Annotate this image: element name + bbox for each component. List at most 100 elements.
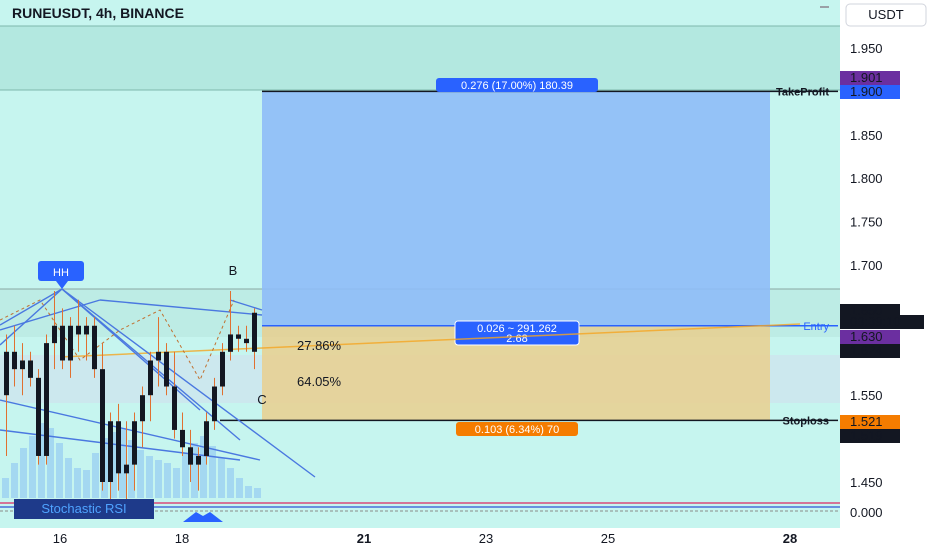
candle-body-8 xyxy=(68,325,73,361)
volume-bar-12 xyxy=(110,432,117,498)
price-tag-text-0: 1.901 xyxy=(850,70,883,85)
stop-info-text: 0.103 (6.34%) 70 xyxy=(475,424,559,436)
entry-label: Entry xyxy=(803,321,829,333)
trendline-0[interactable] xyxy=(61,288,316,478)
volume-bar-7 xyxy=(65,458,72,498)
trendline-9[interactable] xyxy=(99,299,263,316)
b-label: B xyxy=(229,263,238,278)
candle-body-23 xyxy=(188,447,193,465)
volume-bar-23 xyxy=(209,446,216,498)
chart-title: RUNEUSDT, 4h, BINANCE xyxy=(12,5,184,21)
candle-layer xyxy=(4,291,257,500)
indicator-label-box[interactable] xyxy=(14,499,154,519)
volume-bar-8 xyxy=(74,468,81,498)
y-tick-label-5: 1.550 xyxy=(850,388,883,403)
candle-body-21 xyxy=(172,386,177,430)
candle-body-31 xyxy=(252,312,257,352)
take-profit-label: TakeProfit xyxy=(776,86,829,98)
price-tag-text-2: 1.650 xyxy=(850,303,883,318)
volume-bar-5 xyxy=(47,428,54,498)
y-tick-label-1: 1.850 xyxy=(850,128,883,143)
price-tag-text-1: 1.900 xyxy=(850,84,883,99)
zigzag-dashed[interactable] xyxy=(0,299,235,382)
upper-range-zone xyxy=(0,26,840,90)
candle-body-10 xyxy=(84,325,89,335)
price-tag-1 xyxy=(840,85,900,99)
y-tick-label-3: 1.750 xyxy=(850,215,883,230)
ratio-info-text-1: 0.026 ~ 291.262 xyxy=(477,323,557,335)
candle-body-26 xyxy=(212,386,217,422)
fib-lower-label: 64.05% xyxy=(297,374,342,389)
volume-bar-26 xyxy=(236,478,243,498)
trendline-8[interactable] xyxy=(229,299,263,311)
minimize-icon[interactable] xyxy=(820,6,829,8)
candle-body-5 xyxy=(44,343,49,456)
candle-body-30 xyxy=(244,338,249,344)
annotation-layer: HH B C 27.86% 64.05% xyxy=(38,261,342,407)
volume-bar-28 xyxy=(254,488,261,498)
volume-bar-14 xyxy=(128,440,135,498)
candle-body-15 xyxy=(124,464,129,474)
trendline-3[interactable] xyxy=(0,288,63,326)
time-axis xyxy=(0,528,840,550)
price-tag-0 xyxy=(840,71,900,85)
ratio-info-text-2: 2.68 xyxy=(506,333,527,345)
fib-upper-label: 27.86% xyxy=(297,338,342,353)
x-tick-label-3: 23 xyxy=(479,531,493,546)
candle-body-6 xyxy=(52,325,57,344)
indicator-collapse-icon[interactable] xyxy=(183,512,223,522)
candle-body-0 xyxy=(4,351,9,396)
hh-pointer xyxy=(56,281,68,289)
volume-layer xyxy=(2,423,261,498)
volume-bar-2 xyxy=(20,448,27,498)
candle-body-12 xyxy=(100,369,105,482)
volume-bar-10 xyxy=(92,453,99,498)
price-tag-text-5: 1.624 xyxy=(850,343,883,358)
candle-body-27 xyxy=(220,351,225,387)
target-info-pill[interactable] xyxy=(436,78,598,92)
candle-body-18 xyxy=(148,360,153,396)
candle-body-25 xyxy=(204,421,209,456)
target-zone[interactable] xyxy=(262,91,770,326)
hh-label: HH xyxy=(53,267,69,279)
candle-body-20 xyxy=(164,351,169,387)
volume-bar-3 xyxy=(29,436,36,498)
ratio-info-pill[interactable] xyxy=(454,320,580,346)
volume-bar-4 xyxy=(38,423,45,498)
price-tag-5 xyxy=(840,344,900,358)
x-tick-label-5: 28 xyxy=(783,531,797,546)
volume-bar-22 xyxy=(200,436,207,498)
trendline-4[interactable] xyxy=(0,288,63,346)
volume-bar-9 xyxy=(83,470,90,498)
volume-bar-0 xyxy=(2,478,9,498)
currency-button[interactable] xyxy=(845,3,927,27)
indicator-label[interactable]: Stochastic RSI xyxy=(41,501,126,516)
volume-bar-15 xyxy=(137,450,144,498)
volume-bar-1 xyxy=(11,463,18,498)
x-tick-label-4: 25 xyxy=(601,531,615,546)
candle-body-2 xyxy=(20,360,25,370)
volume-bar-18 xyxy=(164,463,171,498)
currency-label[interactable]: USDT xyxy=(868,7,903,22)
volume-bar-20 xyxy=(182,453,189,498)
position-layer: TakeProfit Entry Stoploss 0.276 (17.00%) 18… xyxy=(59,78,838,436)
x-axis-labels: 16 18 21 23 25 28 xyxy=(53,531,797,546)
candle-body-4 xyxy=(36,377,41,456)
stop-info-pill[interactable] xyxy=(456,422,578,436)
price-tags: 1.9011.9001.65003:39:101.6301.6241.5211.… xyxy=(840,70,924,443)
volume-bar-27 xyxy=(245,486,252,498)
candle-body-29 xyxy=(236,334,241,339)
candle-body-9 xyxy=(76,325,81,335)
volume-bar-17 xyxy=(155,460,162,498)
price-tag-text-3: 03:39:10 xyxy=(850,314,901,329)
candle-body-28 xyxy=(228,334,233,352)
candle-body-11 xyxy=(92,325,97,370)
indicator-axis-label: 0.000 xyxy=(850,505,883,520)
trendline-5[interactable] xyxy=(0,399,261,461)
candle-body-3 xyxy=(28,360,33,378)
y-tick-label-4: 1.700 xyxy=(850,258,883,273)
volume-bar-13 xyxy=(119,428,126,498)
hh-label-box[interactable] xyxy=(38,261,84,281)
